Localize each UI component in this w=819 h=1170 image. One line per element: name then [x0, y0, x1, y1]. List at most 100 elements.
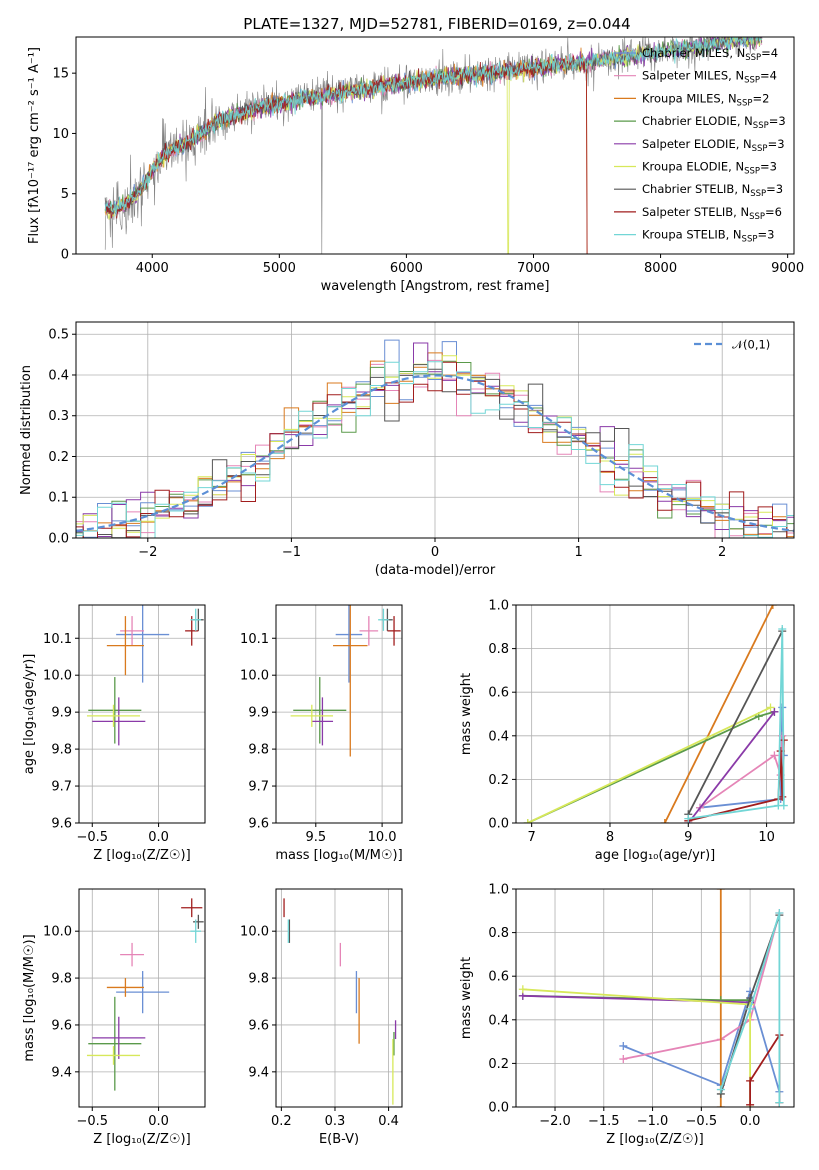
y-tick-label: 10.0 [43, 925, 72, 940]
panel-age-vs-Z: −0.5 0.0 9.6 9.7 9.8 9.9 10.0 10.1 Z [log₁₀(Z/Z☉… [22, 604, 206, 863]
legend-entry: Salpeter MILES, NSSP=4 [642, 69, 777, 86]
x-axis-label: Z [log₁₀(Z/Z☉)] [606, 1132, 703, 1147]
y-axis-label: mass weight [459, 673, 474, 755]
x-tick-label: −1.0 [637, 1114, 669, 1129]
x-tick-label: −1 [282, 545, 301, 560]
series-marker-kroupa-stelib [778, 624, 787, 633]
y-axis-label: mass [log₁₀(M/M☉)] [22, 934, 37, 1061]
x-tick-label: 9 [684, 830, 692, 845]
x-tick-label: −0.5 [76, 830, 108, 845]
series-marker-salpeter-stelib [778, 792, 787, 801]
series-line-salpeter-miles [623, 912, 781, 1060]
plot-area [86, 605, 204, 746]
y-tick-label: 9.8 [248, 972, 269, 987]
normal-curve [76, 374, 794, 532]
x-axis-label: E(B-V) [319, 1132, 359, 1147]
series-marker-kroupa-miles [716, 1103, 725, 1107]
x-tick-label: 9000 [771, 261, 804, 276]
x-tick-label: 0.0 [148, 1114, 169, 1129]
series-line-kroupa-elodie [522, 988, 751, 1107]
x-tick-label: −2.0 [539, 1114, 571, 1129]
y-tick-label: 0.0 [488, 817, 509, 832]
panel-age-vs-mass: 9.5 10.0 9.6 9.7 9.8 9.9 10.0 10.1 mass [log₁₀(M… [240, 604, 403, 863]
x-tick-label: 6000 [390, 261, 423, 276]
series-line-salpeter-elodie [687, 711, 776, 823]
x-tick-label: 10.0 [368, 830, 397, 845]
y-tick-label: 9.8 [51, 743, 72, 758]
x-axis-label: Z [log₁₀(Z/Z☉)] [93, 1132, 190, 1147]
panel-spectrum: 4000 5000 6000 7000 8000 9000 0 5 10 15 wavelength… [27, 36, 804, 294]
y-tick-label: 9.9 [248, 706, 269, 721]
y-tick-label: 0.2 [48, 450, 69, 465]
y-tick-label: 10.1 [43, 632, 72, 647]
series-marker-kroupa-elodie [518, 985, 527, 994]
x-axis-label: Z [log₁₀(Z/Z☉)] [93, 848, 190, 863]
y-tick-label: 0.5 [48, 328, 69, 343]
plot-area [104, 37, 763, 254]
x-tick-label: 2 [718, 545, 726, 560]
x-tick-label: 0.4 [378, 1114, 399, 1129]
series-marker-kroupa-stelib [746, 1004, 755, 1013]
legend-entry: Kroupa STELIB, NSSP=3 [642, 228, 774, 245]
panel-massweight-vs-Z: −2.0 −1.5 −1.0 −0.5 0.0 0.0 0.2 0.4 0.6 0.8 1.0 Z [… [459, 883, 795, 1147]
y-tick-label: 0.6 [488, 970, 509, 985]
x-tick-label: −2 [138, 545, 157, 560]
series-marker-salpeter-stelib [746, 1100, 755, 1107]
x-tick-label: 5000 [263, 261, 296, 276]
y-tick-label: 1.0 [488, 883, 509, 898]
series-line-salpeter-stelib [688, 740, 785, 822]
y-tick-label: 9.8 [51, 972, 72, 987]
x-tick-label: −0.5 [76, 1114, 108, 1129]
series-marker-kroupa-stelib [716, 1085, 725, 1094]
histogram-salpeter-miles [76, 359, 794, 538]
x-tick-label: 8000 [644, 261, 677, 276]
x-tick-label: 9.5 [305, 830, 326, 845]
series-marker-salpeter-miles [619, 1055, 628, 1064]
y-tick-label: 9.4 [51, 1065, 72, 1080]
y-tick-label: 0.0 [488, 1101, 509, 1116]
y-axis-label: Flux [fλ10⁻¹⁷ erg cm⁻² s⁻¹ A⁻¹] [27, 47, 42, 244]
legend-entry: Salpeter ELODIE, NSSP=3 [642, 137, 785, 154]
plot-area [523, 605, 788, 823]
y-tick-label: 0.8 [488, 926, 509, 941]
x-axis-label: age [log₁₀(age/yr)] [595, 848, 716, 863]
series-marker-kroupa-miles [768, 605, 777, 609]
legend-entry: Kroupa ELODIE, NSSP=3 [642, 160, 777, 177]
y-tick-label: 1.0 [488, 599, 509, 614]
y-tick-label: 10.0 [240, 669, 269, 684]
series-marker-kroupa-stelib [775, 908, 784, 917]
axes-frame [75, 36, 795, 255]
histogram-kroupa-stelib [76, 361, 794, 538]
axes-frame [78, 888, 206, 1108]
x-tick-label: 0.0 [740, 1114, 761, 1129]
series-marker-kroupa-elodie [766, 703, 775, 712]
y-tick-label: 10.1 [240, 632, 269, 647]
plot-area [518, 889, 784, 1107]
histogram-chabrier-stelib [76, 364, 794, 538]
model-spectrum-kroupa-stelib [104, 37, 763, 217]
y-axis-label: Normed distribution [19, 365, 34, 495]
y-tick-label: 9.6 [51, 817, 72, 832]
series-marker-kroupa-miles [660, 819, 669, 823]
series-line-chabrier-miles [622, 988, 781, 1092]
x-tick-label: −0.5 [686, 1114, 718, 1129]
y-tick-label: 0.2 [488, 773, 509, 788]
axes-frame [275, 888, 403, 1108]
y-tick-label: 0.2 [488, 1057, 509, 1072]
y-tick-label: 0 [61, 248, 69, 263]
x-axis-label: mass [log₁₀(M/M☉)] [275, 848, 402, 863]
y-tick-label: 9.6 [248, 1018, 269, 1033]
histogram-chabrier-miles [76, 339, 794, 538]
y-tick-label: 9.4 [248, 1065, 269, 1080]
figure-title: PLATE=1327, MJD=52781, FIBERID=0169, z=0… [243, 15, 630, 33]
plot-area [283, 898, 397, 1105]
series-line-salpeter-miles [699, 735, 784, 809]
legend-entry: Salpeter STELIB, NSSP=6 [642, 205, 782, 222]
y-tick-label: 0.1 [48, 491, 69, 506]
y-tick-label: 0.0 [48, 532, 69, 547]
x-tick-label: −1.5 [588, 1114, 620, 1129]
x-tick-label: 0.0 [148, 830, 169, 845]
y-tick-label: 0.4 [488, 1013, 509, 1028]
series-marker-kroupa-stelib [684, 814, 693, 823]
y-tick-label: 5 [61, 187, 69, 202]
